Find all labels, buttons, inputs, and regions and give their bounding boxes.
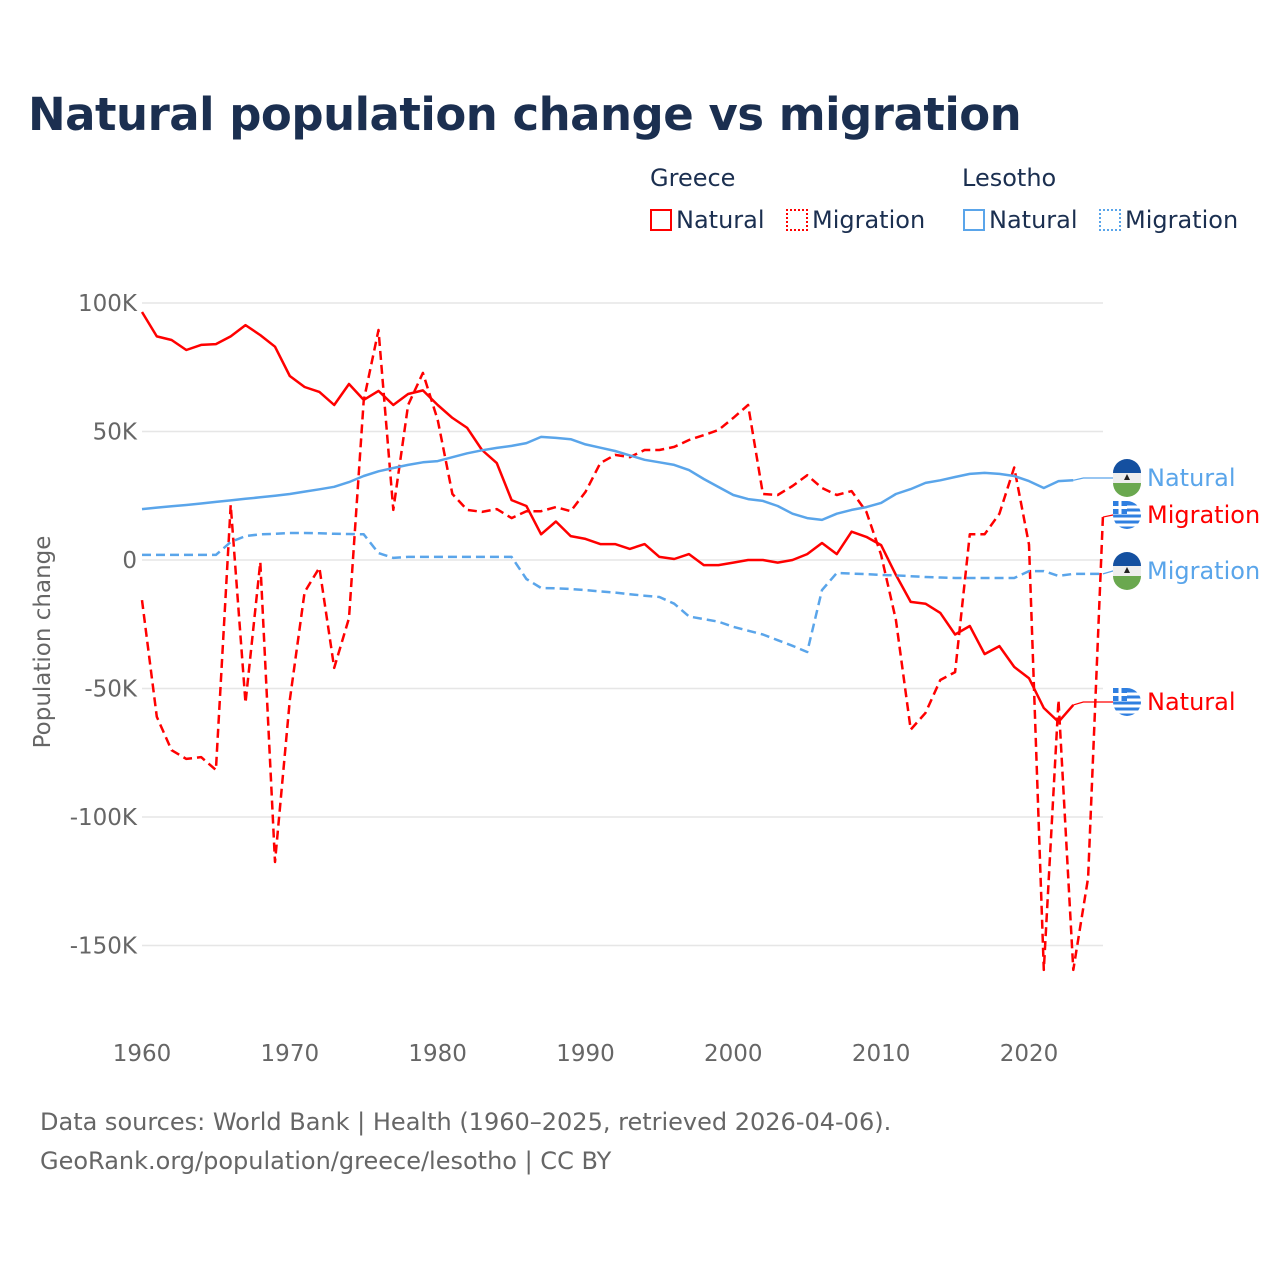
legend-label: Migration (812, 206, 926, 234)
series-line-greece-migration[interactable] (140, 328, 1105, 972)
footer-credit: GeoRank.org/population/greece/lesotho | … (40, 1147, 612, 1175)
y-tick-label: 50K (93, 420, 138, 446)
series-end-label: Natural (1147, 464, 1236, 492)
lesotho-flag-icon (1113, 552, 1141, 590)
legend-group-greece: Greece (650, 164, 736, 192)
greece-flag-icon (1113, 688, 1141, 716)
x-tick-label: 2020 (1000, 1041, 1059, 1067)
series-end-label: Migration (1147, 501, 1260, 529)
x-tick-label: 1990 (556, 1041, 615, 1067)
lesotho-flag-icon (1113, 459, 1141, 497)
legend-label: Natural (989, 206, 1078, 234)
plot-area: 100K 50K 0 -50K -100K -150K 1960 1970 1980 1990 2… (30, 291, 1260, 1067)
label-connector (1073, 477, 1113, 481)
greece-flag-icon (1113, 501, 1141, 529)
y-tick-label: 0 (122, 548, 137, 574)
legend-label: Natural (676, 206, 765, 234)
legend-swatch-solid-red (650, 209, 672, 231)
footer-sources: Data sources: World Bank | Health (1960–… (40, 1108, 892, 1136)
legend-label: Migration (1125, 206, 1239, 234)
legend-swatch-dotted-red (786, 209, 808, 231)
legend-swatch-solid-blue (963, 209, 985, 231)
legend-greece-natural[interactable]: Natural (650, 206, 765, 234)
x-tick-label: 2000 (704, 1041, 763, 1067)
series-end-label: Natural (1147, 688, 1236, 716)
y-tick-label: -50K (84, 677, 138, 703)
x-tick-label: 2010 (852, 1041, 911, 1067)
series-end-label: Migration (1147, 557, 1260, 585)
x-tick-label: 1960 (113, 1041, 172, 1067)
legend-group-lesotho: Lesotho (962, 164, 1057, 192)
series-line-greece-natural[interactable] (140, 311, 1075, 724)
y-axis-title: Population change (30, 536, 56, 749)
x-tick-label: 1980 (408, 1041, 467, 1067)
legend-lesotho-migration[interactable]: Migration (1099, 206, 1238, 234)
label-connector (1102, 514, 1114, 518)
label-connector (1102, 570, 1114, 575)
page-title: Natural population change vs migration (28, 88, 1022, 141)
y-tick-label: 100K (78, 291, 138, 317)
series-line-lesotho-natural[interactable] (141, 435, 1074, 522)
label-connector (1073, 701, 1113, 706)
series-line-lesotho-migration[interactable] (142, 531, 1103, 654)
y-tick-label: -100K (70, 805, 138, 831)
legend-greece-migration[interactable]: Migration (786, 206, 925, 234)
x-tick-label: 1970 (261, 1041, 320, 1067)
legend-swatch-dotted-blue (1099, 209, 1121, 231)
legend-lesotho-natural[interactable]: Natural (963, 206, 1078, 234)
y-tick-label: -150K (70, 934, 138, 960)
